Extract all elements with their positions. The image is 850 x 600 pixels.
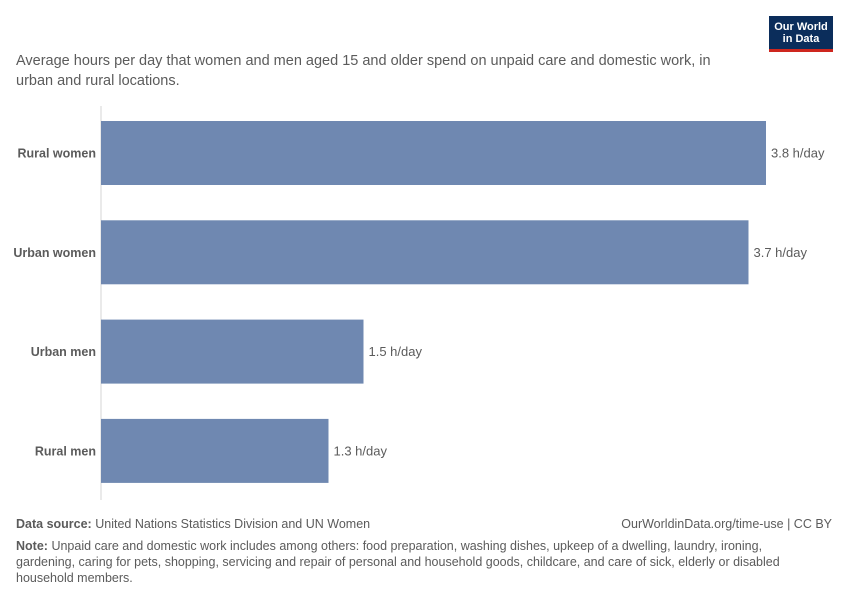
category-label: Urban men [31,345,96,359]
source-label: Data source: [16,517,92,531]
value-label: 1.5 h/day [369,344,423,359]
note-label: Note: [16,539,48,553]
footnote: Note: Unpaid care and domestic work incl… [16,538,816,586]
value-label: 3.8 h/day [771,146,825,161]
category-label: Urban women [13,246,96,260]
note-text: Unpaid care and domestic work includes a… [16,539,780,585]
owid-logo[interactable]: Our World in Data [769,16,833,52]
value-label: 1.3 h/day [334,443,388,458]
category-label: Rural women [18,147,97,161]
bar-chart: Rural women 3.8 h/day Urban women 3.7 h/day… [13,106,825,500]
bar[interactable] [101,121,766,185]
bar[interactable] [101,418,329,483]
chart-subtitle: Average hours per day that women and men… [16,53,711,89]
logo-line-1: Our World [774,21,828,33]
value-label: 3.7 h/day [754,245,808,260]
logo-line-2: in Data [782,33,820,45]
source-text[interactable]: United Nations Statistics Division and U… [95,517,371,531]
bar[interactable] [101,319,364,384]
bar[interactable] [101,220,749,285]
source-url[interactable]: OurWorldinData.org/time-use | CC BY [621,517,832,531]
category-label: Rural men [35,444,96,458]
data-source: Data source: United Nations Statistics D… [16,517,370,531]
